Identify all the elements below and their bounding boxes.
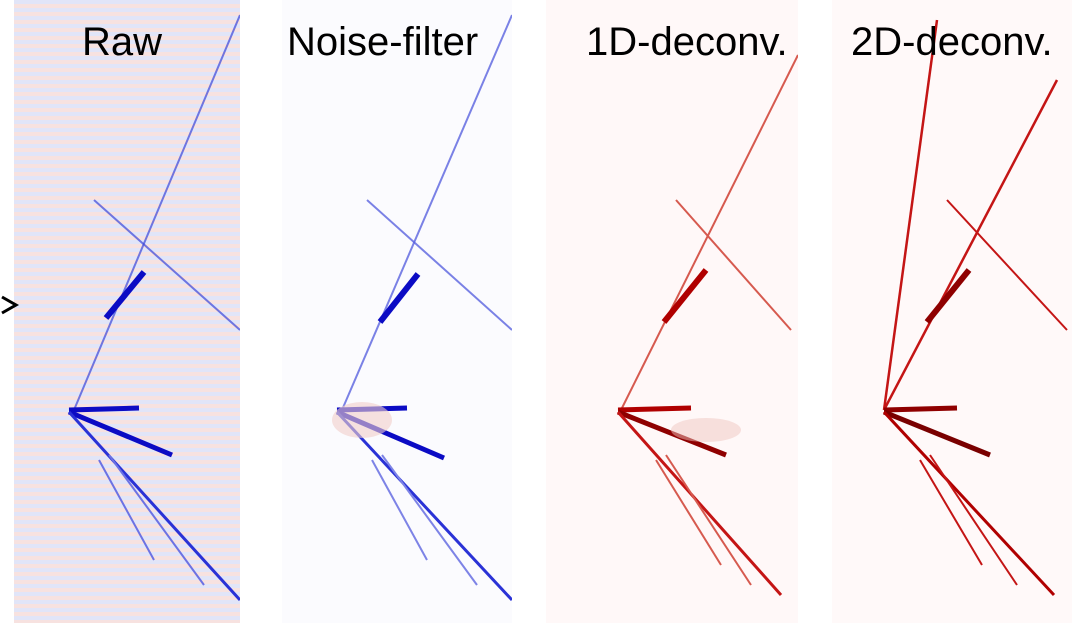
2d-deconv-panel xyxy=(832,0,1072,623)
1d-deconv-title: 1D-deconv. xyxy=(586,20,788,64)
2d-deconv-image xyxy=(832,0,1072,623)
raw-image xyxy=(14,0,240,623)
arrow-marker-icon xyxy=(1,295,20,315)
1d-deconv-panel xyxy=(546,0,798,623)
noise-filter-image xyxy=(282,0,512,623)
noise-filter-title: Noise-filter xyxy=(287,20,479,64)
raw-panel xyxy=(14,0,240,623)
raw-title: Raw xyxy=(82,20,163,64)
1d-deconv-image xyxy=(546,0,798,623)
2d-deconv-title: 2D-deconv. xyxy=(851,20,1053,64)
noise-filter-panel xyxy=(282,0,512,623)
